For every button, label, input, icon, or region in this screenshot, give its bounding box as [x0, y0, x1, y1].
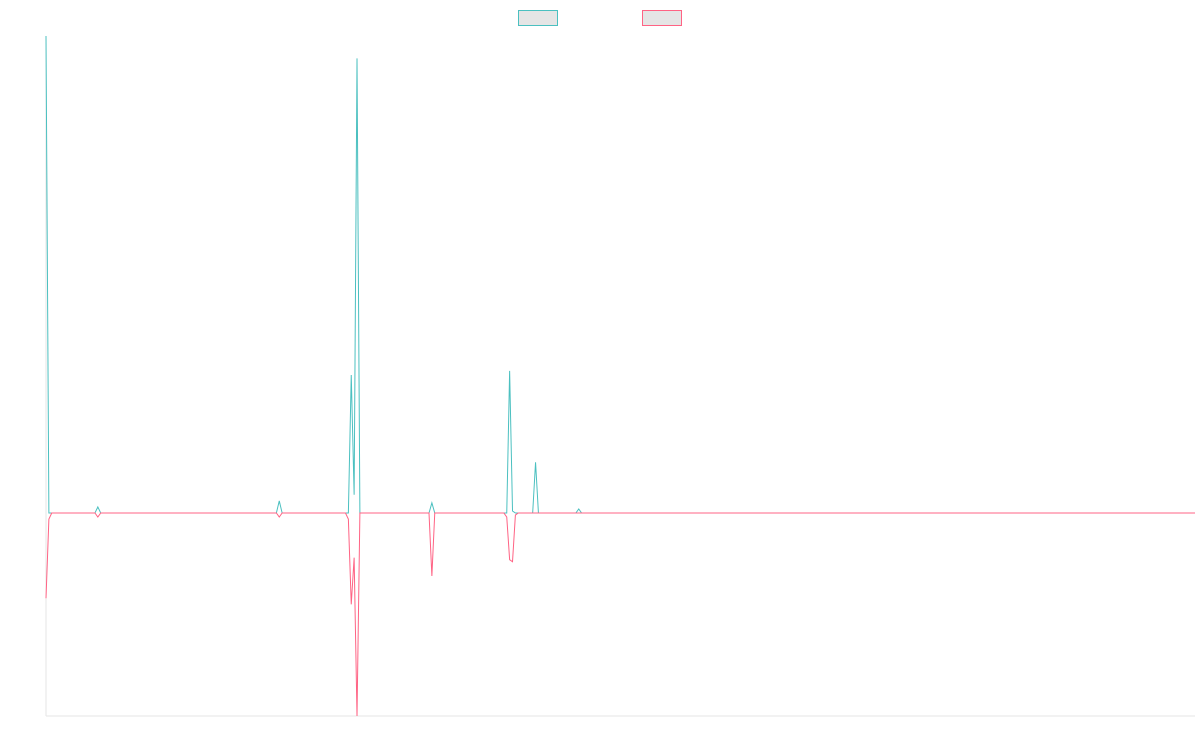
series-line-1	[45, 35, 1195, 514]
legend-swatch-series-2[interactable]	[642, 10, 682, 26]
legend-swatch-series-1[interactable]	[518, 10, 558, 26]
series-line-2	[45, 512, 1195, 717]
